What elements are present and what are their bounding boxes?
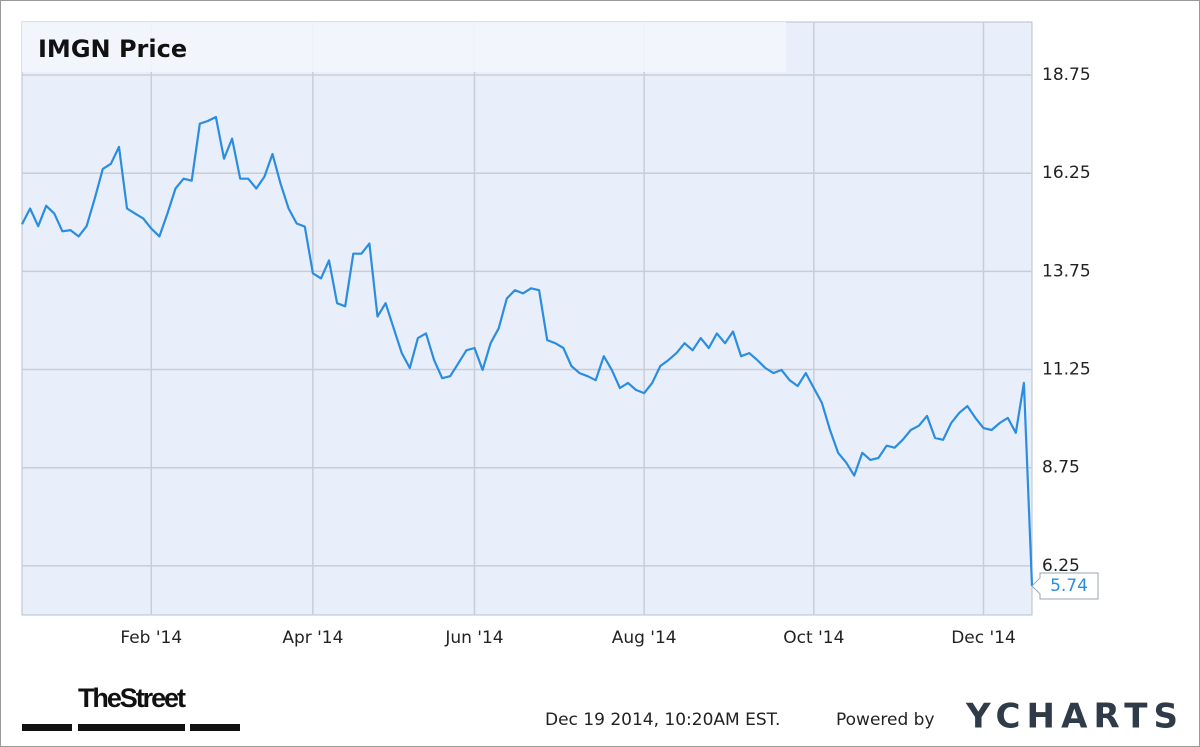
y-tick-label: 11.25 <box>1042 360 1091 380</box>
last-value-box <box>1031 572 1099 600</box>
y-tick-label: 16.25 <box>1042 163 1091 183</box>
price-line <box>21 115 1034 586</box>
y-tick-label: 18.75 <box>1042 65 1091 85</box>
x-tick-label: Apr '14 <box>282 628 343 648</box>
last-value-label: 5.74 <box>1050 576 1088 596</box>
x-tick-label: Aug '14 <box>612 628 677 648</box>
x-tick-label: Feb '14 <box>120 628 182 648</box>
x-tick-label: Oct '14 <box>783 628 844 648</box>
logo-bar <box>190 724 240 731</box>
title-box <box>22 22 786 72</box>
logo-bar <box>78 724 185 731</box>
y-tick-label: 13.75 <box>1042 261 1091 281</box>
timestamp: Dec 19 2014, 10:20AM EST. <box>545 710 780 730</box>
y-tick-label: 6.25 <box>1042 556 1080 576</box>
ycharts-logo: YCHARTS <box>965 697 1178 737</box>
y-tick-label: 8.75 <box>1042 458 1080 478</box>
powered-by: Powered by <box>836 710 935 730</box>
plot-area <box>21 21 1033 616</box>
chart-title: IMGN Price <box>38 35 187 63</box>
x-tick-label: Dec '14 <box>951 628 1016 648</box>
source-logo: TheStreet <box>78 683 186 713</box>
x-tick-label: Jun '14 <box>444 628 503 648</box>
logo-bar <box>22 724 72 731</box>
